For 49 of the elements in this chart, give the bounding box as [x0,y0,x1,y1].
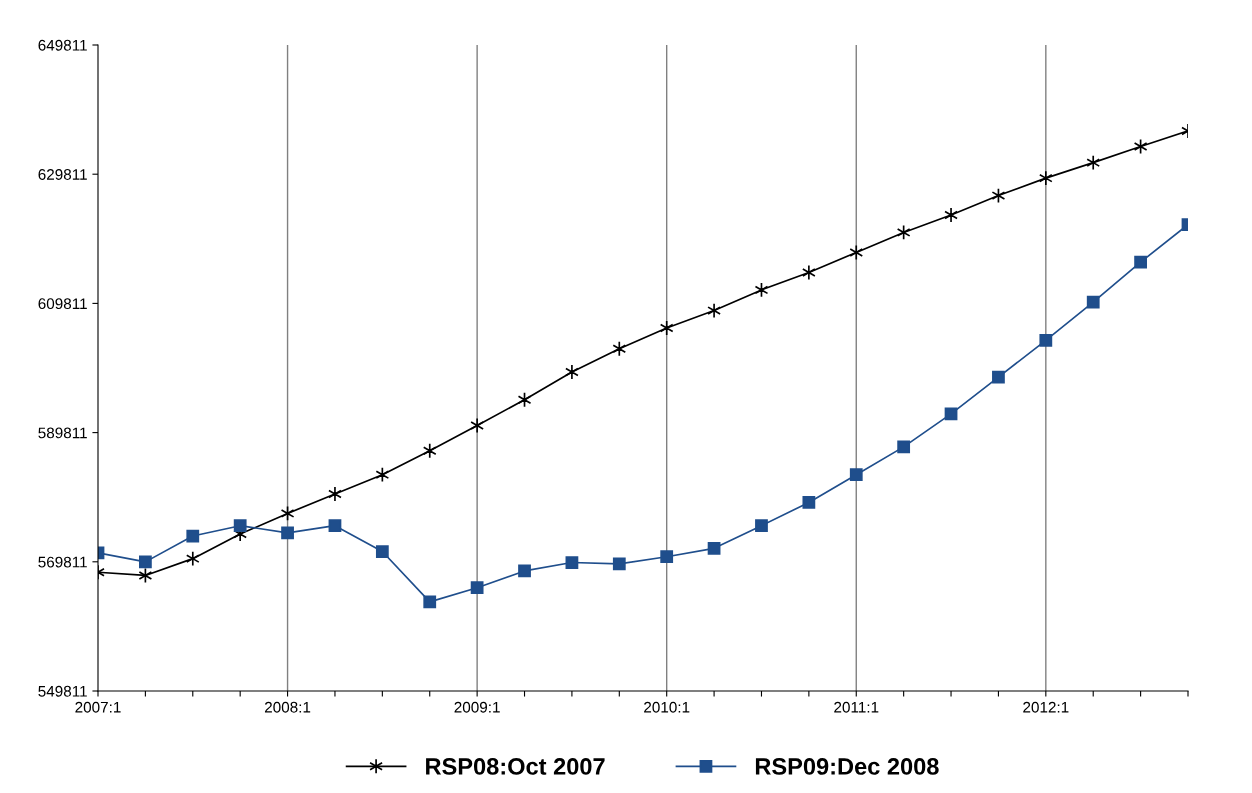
point [612,340,627,357]
point [565,364,579,380]
point [755,519,768,533]
point [233,519,247,533]
point [659,320,674,336]
point [660,550,674,564]
point [470,581,484,595]
y-tick-label: 549811 [38,685,87,697]
point [897,440,911,454]
point [992,370,1005,384]
y-tick-label: 609811 [38,298,87,310]
point [849,468,863,482]
y-tick-label: 629811 [38,169,87,180]
point [375,545,389,558]
y-tick-label: 649811 [38,39,87,51]
point [612,557,626,571]
point [1134,255,1147,269]
point [186,529,200,543]
y-tick-label: 589811 [38,427,87,439]
point [1086,154,1101,171]
point [849,244,864,261]
point [565,556,579,569]
point [281,526,294,540]
x-tick-label: 2008:1 [264,701,311,713]
point [328,486,342,502]
x-tick-label: 2010:1 [644,701,690,713]
legend-label: RSP09:Dec 2008 [755,758,939,775]
x-tick-label: 2007:1 [75,701,121,713]
legend-label: RSP08:Oct 2007 [426,758,605,775]
point [802,496,816,509]
point [328,519,342,533]
point [422,442,437,459]
y-tick-label: 569811 [38,556,87,568]
point [944,407,958,421]
point [139,555,152,569]
point [707,302,721,319]
point [707,541,721,555]
point [1086,295,1100,309]
x-tick-label: 2011:1 [834,701,879,713]
point [1038,170,1053,186]
point [1039,333,1053,347]
point [470,417,484,434]
x-tick-label: 2012:1 [1023,701,1069,713]
point [185,550,200,567]
point [423,595,437,609]
point [944,207,958,223]
x-tick-label: 2009:1 [454,701,500,713]
point [802,264,816,281]
point [518,564,531,578]
